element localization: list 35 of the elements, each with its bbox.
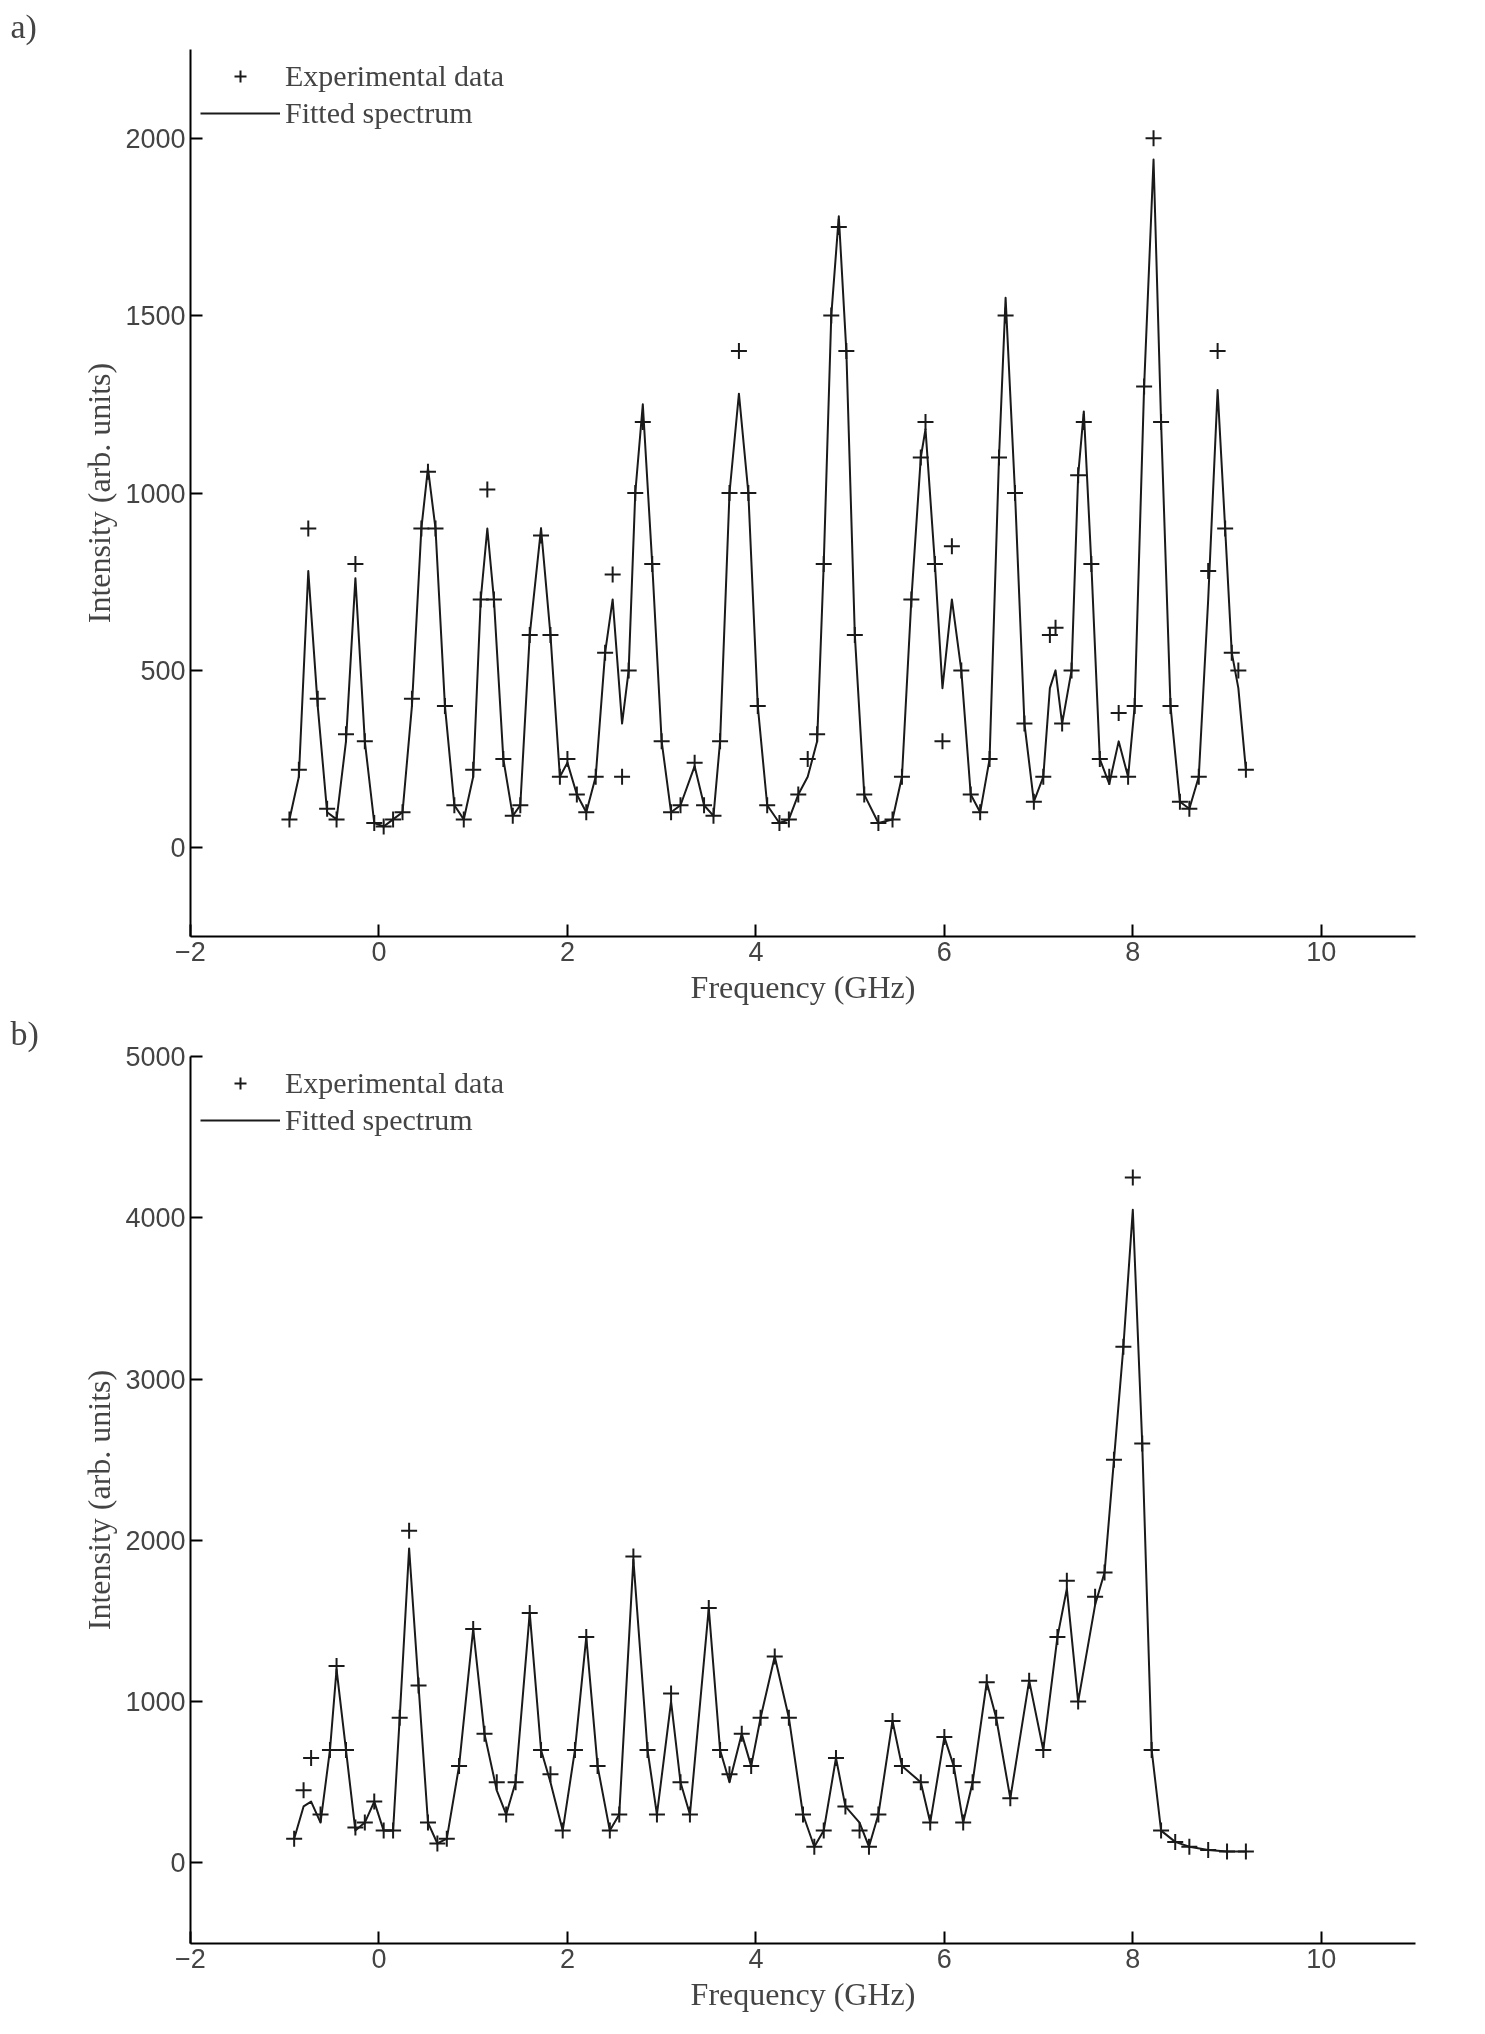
y-tick-label: 500 <box>140 655 186 686</box>
x-tick-label: 6 <box>936 936 952 967</box>
x-tick-label: 8 <box>1125 1943 1141 1974</box>
y-tick-label: 5000 <box>125 1042 186 1072</box>
x-tick-label: 10 <box>1306 936 1337 967</box>
y-tick-label: 4000 <box>125 1203 186 1234</box>
x-tick-label: 0 <box>371 1943 387 1974</box>
y-tick-label: 1500 <box>125 301 186 332</box>
x-tick-label: 2 <box>559 1943 575 1974</box>
y-axis-title: Intensity (arb. units) <box>81 1369 118 1631</box>
x-tick-label: −2 <box>175 1943 206 1974</box>
x-axis-title: Frequency (GHz) <box>690 968 916 1005</box>
x-axis-title: Frequency (GHz) <box>690 1975 916 2012</box>
y-tick-label: 1000 <box>125 478 186 509</box>
x-tick-label: 8 <box>1125 936 1141 967</box>
x-tick-label: −2 <box>175 936 206 967</box>
y-tick-label: 2000 <box>125 1525 186 1556</box>
chart-title: a) <box>10 7 37 46</box>
x-tick-label: 0 <box>371 936 387 967</box>
chart-title: b) <box>10 1014 39 1053</box>
y-tick-label: 0 <box>170 1848 186 1879</box>
x-tick-label: 6 <box>936 1943 952 1974</box>
x-tick-label: 10 <box>1306 1943 1337 1974</box>
legend-label: Experimental data <box>285 1066 505 1100</box>
y-tick-label: 2000 <box>125 123 186 154</box>
y-tick-label: 3000 <box>125 1364 186 1395</box>
legend-label: Experimental data <box>285 59 505 93</box>
y-tick-label: 0 <box>170 833 186 864</box>
y-tick-label: 1000 <box>125 1687 186 1718</box>
legend-label: Fitted spectrum <box>285 1103 473 1137</box>
x-tick-label: 2 <box>559 936 575 967</box>
x-tick-label: 4 <box>748 936 764 967</box>
legend-label: Fitted spectrum <box>285 96 473 130</box>
y-axis-title: Intensity (arb. units) <box>81 362 118 624</box>
x-tick-label: 4 <box>748 1943 764 1974</box>
